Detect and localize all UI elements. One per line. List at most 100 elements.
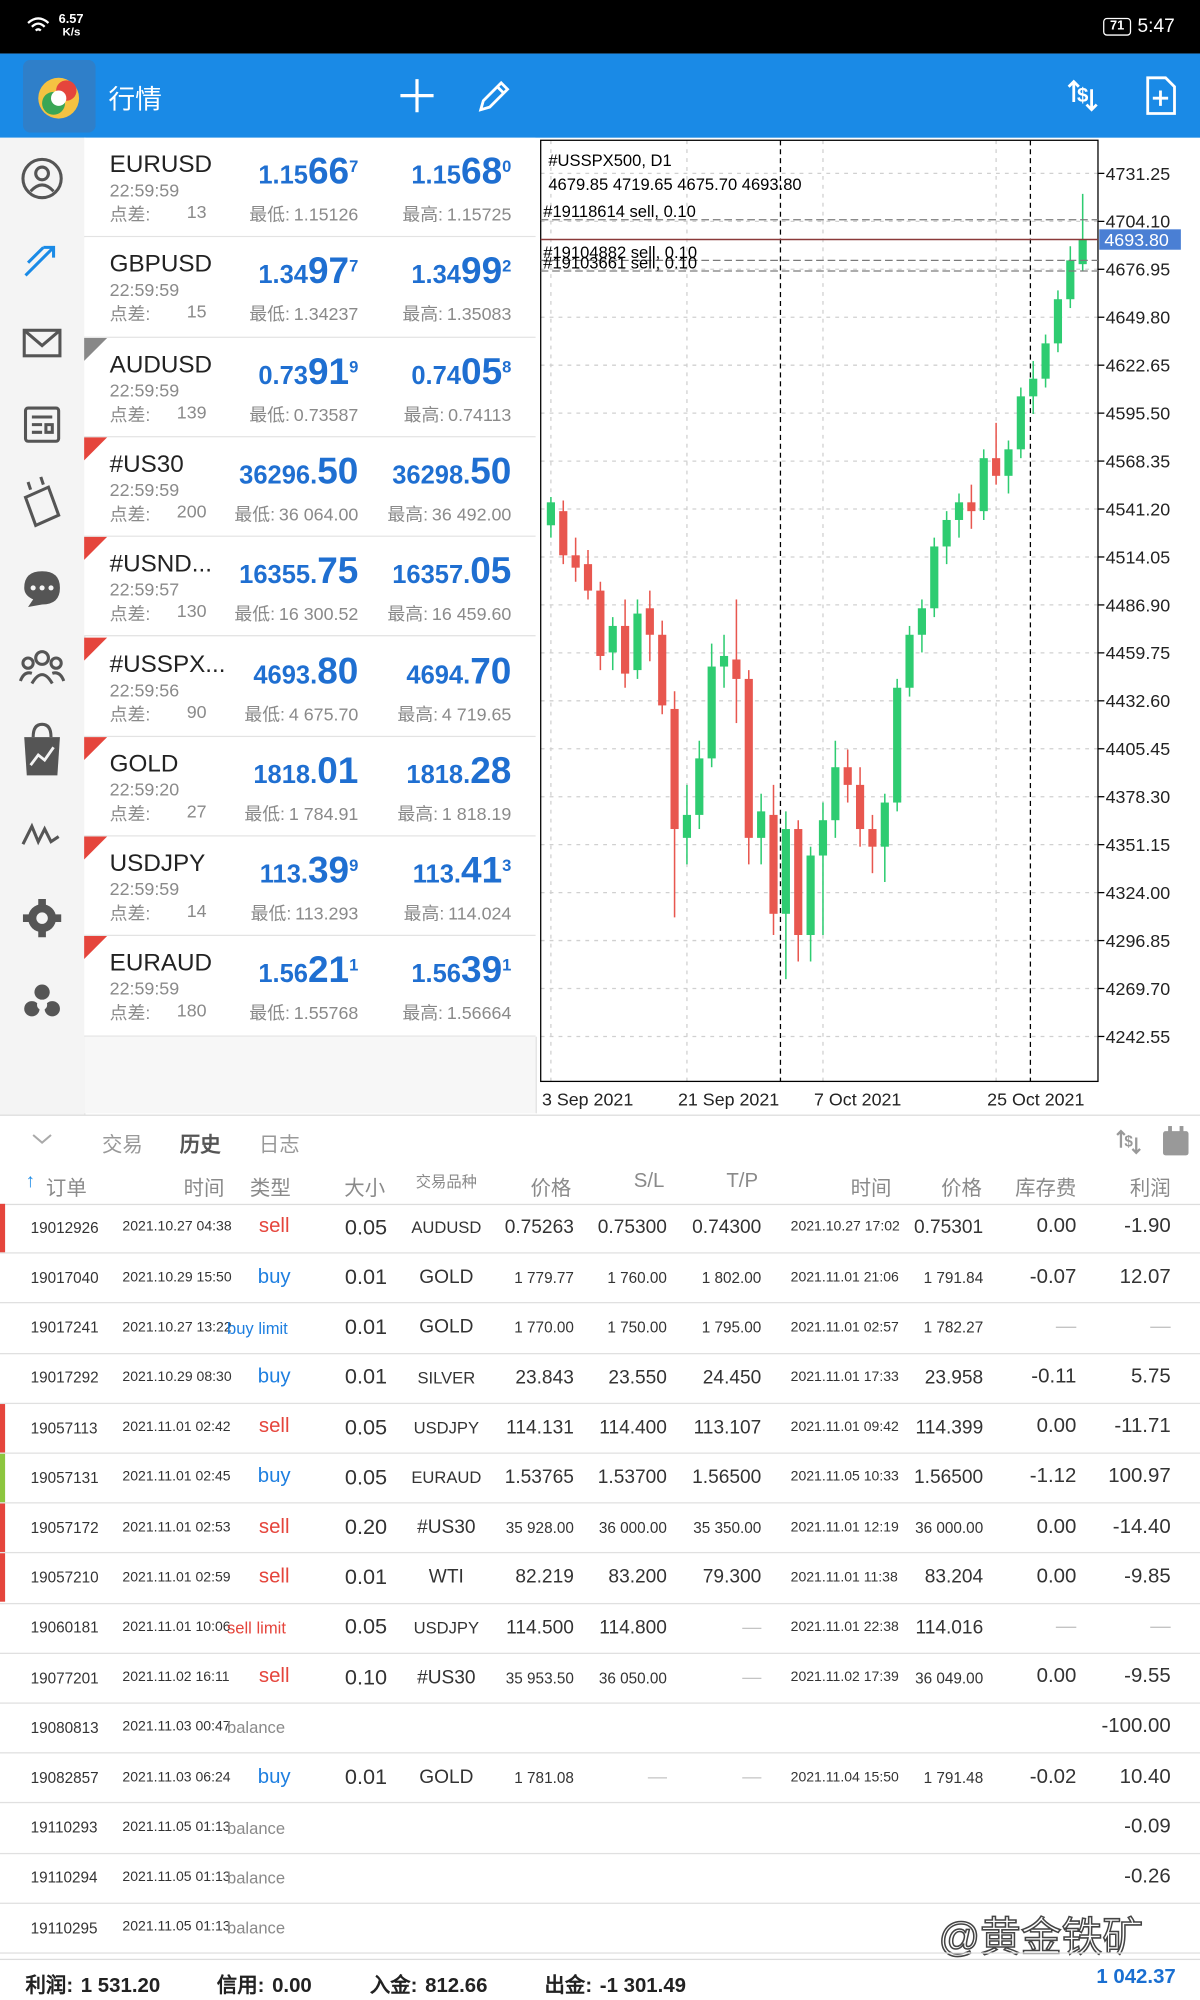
quotes-icon[interactable] [24, 245, 56, 277]
price-sup: 0 [502, 156, 512, 176]
quote-row[interactable] [84, 736, 536, 837]
spread-value: 13 [186, 201, 207, 222]
history-cell: SILVER [417, 1368, 476, 1388]
history-cell: -0.09 [1124, 1815, 1171, 1838]
history-cell: — [742, 1766, 762, 1789]
new-document-button[interactable] [1144, 74, 1180, 117]
history-row[interactable] [0, 1454, 1200, 1504]
news-icon[interactable] [23, 406, 61, 443]
trade-button[interactable]: $ [1061, 74, 1104, 117]
app-logo[interactable] [22, 59, 96, 133]
history-tab[interactable]: 历史 [179, 1134, 221, 1157]
history-cell: GOLD [419, 1266, 474, 1289]
mail-icon[interactable] [22, 328, 62, 358]
high-value: 1.35083 [446, 303, 512, 325]
price-big: 05 [470, 551, 512, 592]
candle-body [942, 519, 951, 547]
history-row[interactable] [0, 1904, 1200, 1954]
spread-label: 点差: [109, 303, 151, 325]
history-row[interactable] [0, 1604, 1200, 1654]
history-cell: 19017292 [30, 1368, 99, 1387]
quote-low: 最低: 1.15126 [249, 201, 358, 227]
about-icon[interactable] [24, 984, 60, 1017]
history-cell: 1 791.84 [923, 1268, 984, 1287]
history-cell: 1.56500 [692, 1466, 762, 1489]
history-tab[interactable]: 日志 [258, 1134, 300, 1157]
history-cell: 0.00 [1036, 1565, 1077, 1588]
history-cell: 0.00 [1036, 1515, 1077, 1538]
history-row[interactable] [0, 1804, 1200, 1854]
row-marker [0, 1553, 6, 1603]
quote-row[interactable] [84, 437, 536, 538]
price-small: 36298. [392, 461, 471, 490]
history-cell: 2021.11.01 02:42 [122, 1419, 231, 1435]
spread-value: 180 [176, 1000, 207, 1021]
history-cell: 35 953.50 [505, 1668, 574, 1687]
chart[interactable]: #USSPX500, D1 4679.85 4719.65 4675.70 46… [535, 137, 1200, 1115]
candle-body [992, 458, 1001, 476]
quote-row[interactable] [84, 137, 536, 238]
candle-body [571, 555, 580, 568]
history-cell: -9.55 [1124, 1665, 1171, 1688]
sidebar-icons [18, 157, 66, 1017]
history-row[interactable] [0, 1654, 1200, 1704]
quote-row[interactable] [84, 337, 536, 438]
history-cell: — [742, 1666, 762, 1689]
history-row[interactable] [0, 1854, 1200, 1904]
y-tick-label: 4541.20 [1106, 499, 1171, 519]
history-row[interactable] [0, 1204, 1200, 1254]
community-icon[interactable] [18, 650, 66, 685]
history-cell: 23.958 [924, 1366, 984, 1389]
quote-row[interactable] [84, 936, 536, 1037]
history-cell: GOLD [419, 1766, 474, 1789]
quote-low: 最低: 16 300.52 [234, 601, 358, 627]
quote-row[interactable] [84, 237, 536, 338]
spread-value: 200 [176, 501, 207, 522]
spread-value: 90 [186, 700, 207, 722]
history-row[interactable] [0, 1704, 1200, 1754]
quote-row[interactable] [84, 636, 536, 737]
quote-row[interactable] [84, 836, 536, 937]
history-row[interactable] [0, 1254, 1200, 1304]
row-marker [0, 1453, 6, 1503]
market-icon[interactable] [24, 722, 60, 776]
quote-time: 22:59:56 [109, 679, 180, 700]
candle-body [645, 608, 654, 635]
history-row[interactable] [0, 1554, 1200, 1604]
history-cell: 2021.11.01 09:42 [790, 1419, 899, 1435]
history-cell: 2021.11.02 17:39 [790, 1669, 899, 1685]
price-big: 91 [307, 351, 350, 393]
trade-icon[interactable]: $ [1112, 1125, 1145, 1158]
spread-value: 15 [186, 301, 207, 322]
quote-row[interactable] [84, 537, 536, 637]
row-marker [0, 1203, 6, 1253]
history-cell: 19057210 [30, 1568, 99, 1587]
signals-icon[interactable] [21, 822, 60, 846]
history-row[interactable] [0, 1504, 1200, 1554]
calendar-icon[interactable] [23, 476, 61, 528]
high-value: 0.74113 [448, 403, 512, 425]
edit-button[interactable] [476, 77, 514, 115]
history-row[interactable] [0, 1354, 1200, 1404]
history-cell: -100.00 [1101, 1715, 1171, 1738]
history-cell: GOLD [419, 1316, 474, 1339]
period-icon[interactable] [1160, 1125, 1191, 1158]
collapse-button[interactable] [31, 1130, 54, 1148]
history-cell: 2021.11.02 16:11 [122, 1669, 230, 1685]
history-row[interactable] [0, 1754, 1200, 1804]
network-speed: 6.57 [58, 12, 84, 27]
chat-icon[interactable] [24, 571, 60, 608]
history-row[interactable] [0, 1304, 1200, 1354]
settings-icon[interactable] [22, 899, 62, 938]
history-tab[interactable]: 交易 [102, 1134, 143, 1157]
y-tick-label: 4242.55 [1106, 1027, 1171, 1047]
spread-value: 27 [186, 800, 207, 821]
history-cell: 1.53765 [504, 1466, 574, 1489]
history-row[interactable] [0, 1404, 1200, 1454]
add-button[interactable] [398, 77, 436, 115]
y-tick-label: 4622.65 [1106, 356, 1171, 376]
history-cell: 2021.11.01 17:33 [790, 1369, 899, 1385]
account-icon[interactable] [21, 157, 63, 200]
quote-ask: 4694.70 [406, 652, 511, 697]
history-cell: 0.01 [344, 1265, 388, 1290]
